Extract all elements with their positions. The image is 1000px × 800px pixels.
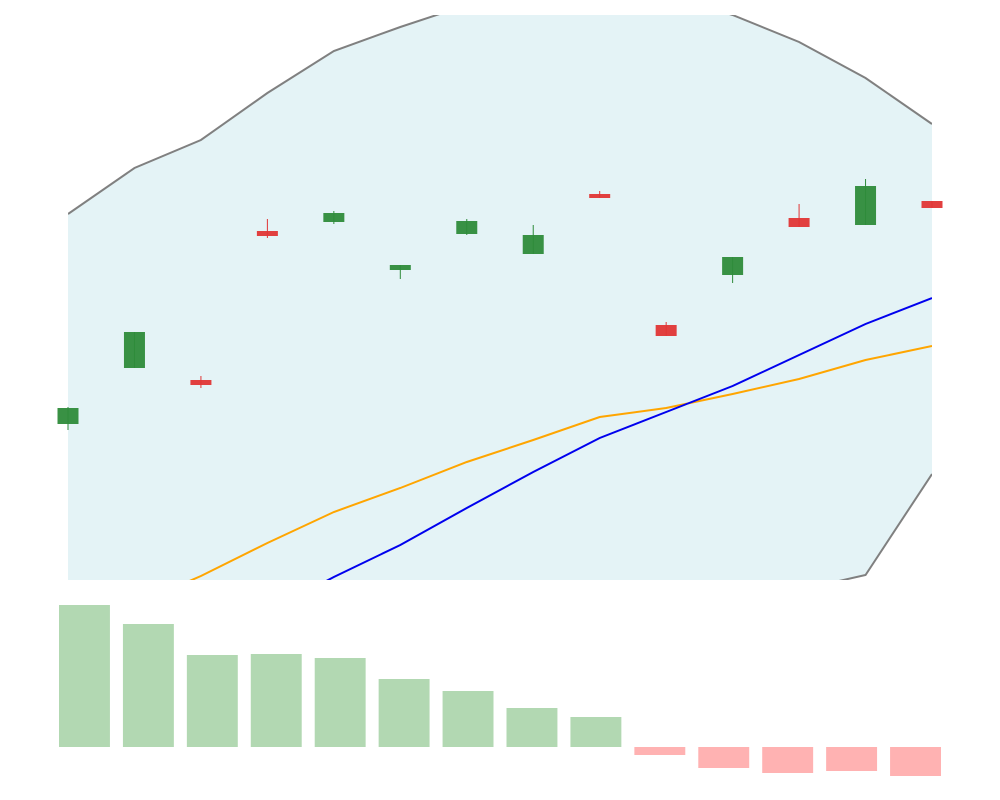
price-panel: [68, 15, 932, 580]
candle-body: [522, 235, 544, 254]
bar: [634, 747, 686, 755]
candle-body: [123, 332, 145, 368]
band-line: [68, 15, 932, 215]
bar: [378, 679, 430, 747]
bar: [698, 747, 750, 768]
bar: [826, 747, 878, 771]
bar: [762, 747, 814, 773]
bar: [442, 691, 494, 747]
candle-body: [655, 325, 677, 336]
candle-body: [190, 380, 212, 385]
bar: [186, 655, 238, 747]
bar: [506, 708, 558, 747]
candle-body: [256, 231, 278, 236]
candle-body: [589, 194, 611, 198]
bar: [59, 605, 110, 747]
line-series: [189, 345, 932, 580]
histogram-panel: [59, 605, 941, 776]
candle-body: [788, 218, 810, 227]
candles: [57, 179, 943, 430]
candle-body: [389, 265, 411, 270]
bar: [250, 654, 302, 747]
candle-body: [456, 221, 478, 234]
candle-body: [57, 408, 79, 424]
bar: [890, 747, 941, 776]
candle-body: [855, 186, 877, 225]
band-fill: [68, 15, 932, 580]
candle-body: [921, 201, 943, 208]
bar: [122, 624, 174, 747]
line-series: [326, 297, 932, 580]
bar: [570, 717, 622, 747]
candle-body: [323, 213, 345, 222]
candle-body: [722, 257, 744, 275]
bar: [314, 658, 366, 747]
